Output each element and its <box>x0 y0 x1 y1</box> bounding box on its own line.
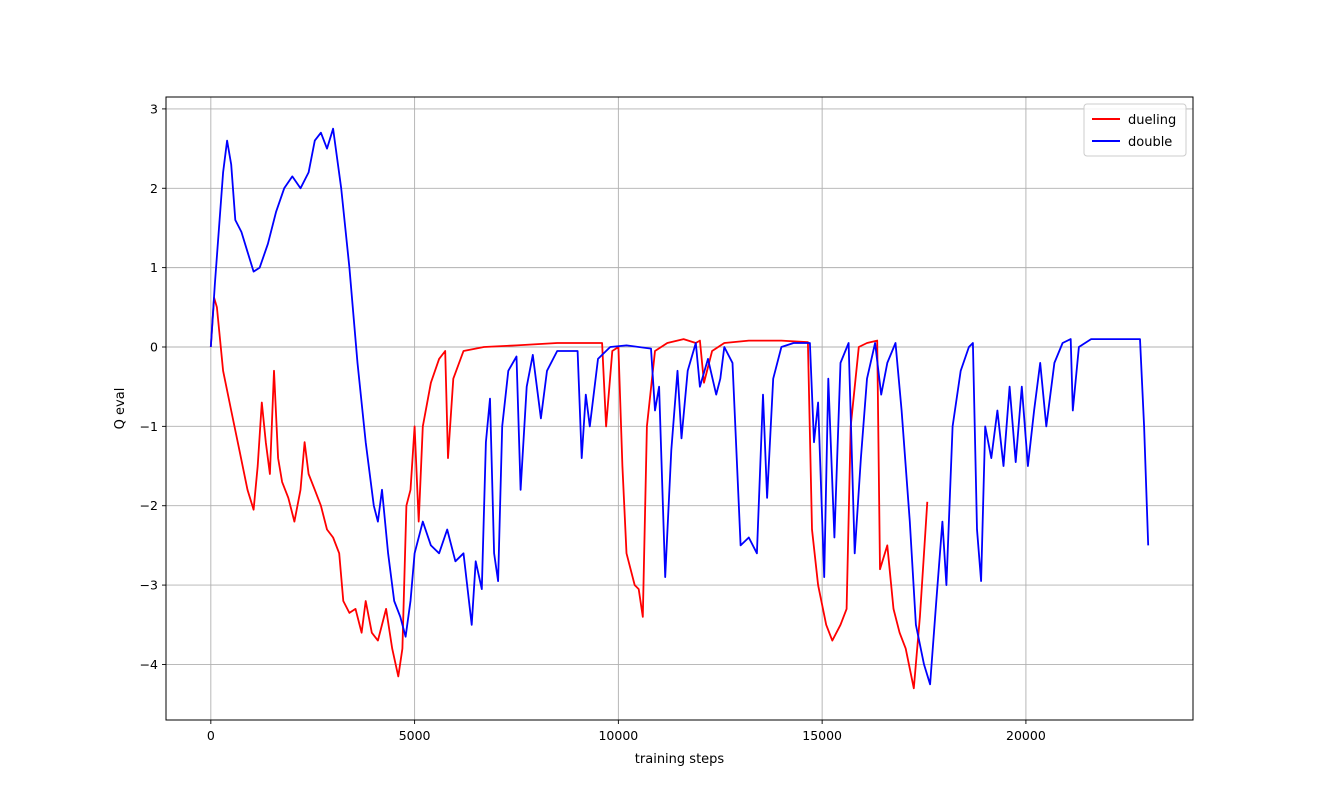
plot-frame <box>165 96 1194 721</box>
series-line-dueling <box>209 296 929 690</box>
legend-box <box>1083 103 1187 157</box>
y-tick-label: 1 <box>150 260 158 275</box>
x-tick-label: 0 <box>207 728 215 743</box>
series-layer <box>209 127 1150 690</box>
x-tick-label: 20000 <box>1006 728 1046 743</box>
y-tick-label: −2 <box>140 498 158 513</box>
y-axis-ticks: −4 −3 −2 −1 0 1 2 3 <box>140 101 166 672</box>
y-tick-label: −3 <box>140 578 158 593</box>
y-tick-label: 0 <box>150 339 158 354</box>
y-axis-label: Q eval <box>113 388 128 430</box>
x-axis-label: training steps <box>635 752 725 767</box>
legend-entry-double: double <box>1128 135 1172 150</box>
y-tick-label: 3 <box>150 101 158 116</box>
series-line-double <box>209 127 1150 686</box>
x-axis-ticks: 0 5000 10000 15000 20000 <box>207 720 1046 743</box>
y-tick-label: −1 <box>140 419 158 434</box>
x-tick-label: 15000 <box>802 728 842 743</box>
y-tick-label: 2 <box>150 181 158 196</box>
x-tick-label: 10000 <box>598 728 638 743</box>
legend: dueling double <box>1083 103 1187 157</box>
y-tick-label: −4 <box>140 657 158 672</box>
legend-entry-dueling: dueling <box>1128 113 1176 128</box>
x-tick-label: 5000 <box>399 728 431 743</box>
grid-lines <box>166 97 1193 720</box>
